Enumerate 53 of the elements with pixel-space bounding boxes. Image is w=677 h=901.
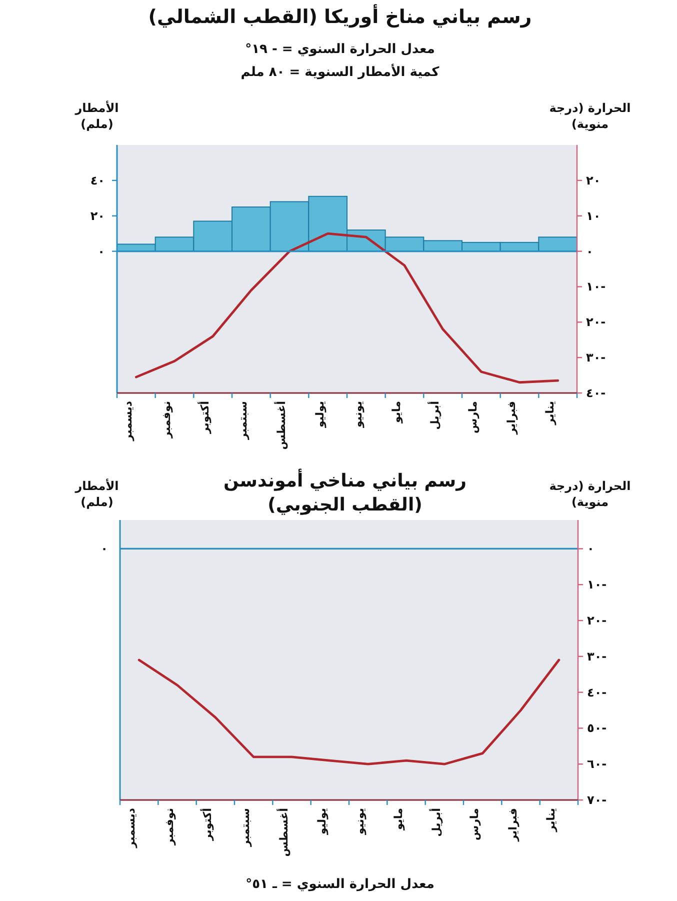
y2-tick-label: ٤٠- (586, 386, 606, 400)
x-tick-label: نوفمبر (160, 401, 173, 439)
x-tick-label: يونيو (352, 401, 365, 429)
y-tick-label: ٢٠ (90, 208, 105, 223)
chart-title: رسم بياني مناخ أوريكا (القطب الشمالي) (147, 5, 533, 30)
y-axis-title: الأمطار (ملم) (74, 100, 120, 132)
y2-tick-label: ٣٠- (587, 649, 607, 664)
x-tick-label: ديسمبر (122, 400, 135, 442)
y2-tick-label: ١٠ (586, 208, 601, 223)
x-tick-label: سبتمبر (239, 808, 252, 848)
x-tick-label: فبراير (506, 808, 520, 842)
chart-title: رسم بياني مناخي أموندسن (القطب الجنوبي) (222, 470, 468, 518)
x-tick-label: أكتوبر (197, 401, 212, 435)
line-series (134, 232, 560, 384)
y-tick-label: ٤٠ (90, 173, 105, 188)
y2-tick-label: ١٠- (587, 578, 607, 592)
y2-tick-label: ٠ (586, 244, 594, 258)
x-tick-label: يناير (543, 401, 556, 426)
x-tick-label: يونيو (354, 808, 367, 836)
x-tick-label: أبريل (428, 808, 443, 837)
text: معدل الحرارة السنوي = ـ ٥١° (244, 876, 436, 894)
x-tick-label: مارس (468, 808, 482, 840)
chart-subtitle: معدل الحرارة السنوي = - ١٩° (244, 41, 436, 59)
x-tick-label: يوليو (313, 401, 326, 429)
x-tick-label: مايو (392, 808, 405, 831)
y2-tick-label: ٠ (587, 542, 594, 556)
y2-tick-label: ١٠- (586, 280, 606, 294)
x-tick-label: سبتمبر (236, 401, 250, 441)
y2-axis-title: الحرارة (درجة منوية) (548, 478, 632, 510)
x-tick-label: مارس (466, 401, 480, 434)
x-tick-label: أغسطس (276, 808, 290, 857)
text: كمية الأمطار السنوية = ٨٠ ملم (240, 64, 440, 82)
x-tick-label: نوفمبر (162, 808, 176, 846)
x-tick-label: فبراير (505, 401, 518, 436)
x-tick-label: أغسطس (274, 401, 288, 450)
y2-axis-title: الحرارة (درجة منوية) (548, 100, 632, 132)
y-tick-label: ٠ (98, 244, 105, 258)
y2-tick-label: ٢٠- (587, 614, 607, 628)
line-series (138, 658, 560, 766)
x-tick-label: يوليو (315, 808, 328, 836)
y2-tick-label: ٦٠- (587, 757, 607, 772)
x-tick-label: أبريل (427, 401, 442, 430)
y2-tick-label: ٧٠- (587, 793, 607, 807)
y2-tick-label: ٣٠- (586, 350, 606, 365)
y2-tick-label: ٥٠- (587, 721, 607, 736)
x-tick-label: أكتوبر (200, 808, 214, 842)
y2-tick-label: ٢٠ (586, 173, 601, 188)
x-tick-label: يناير (544, 808, 558, 833)
y2-tick-label: ٤٠- (587, 685, 607, 700)
x-tick-label: مايو (390, 401, 403, 424)
x-tick-label: ديسمبر (124, 808, 138, 849)
y2-tick-label: ٢٠- (586, 315, 606, 330)
y-axis-title: الأمطار (ملم) (74, 478, 120, 510)
